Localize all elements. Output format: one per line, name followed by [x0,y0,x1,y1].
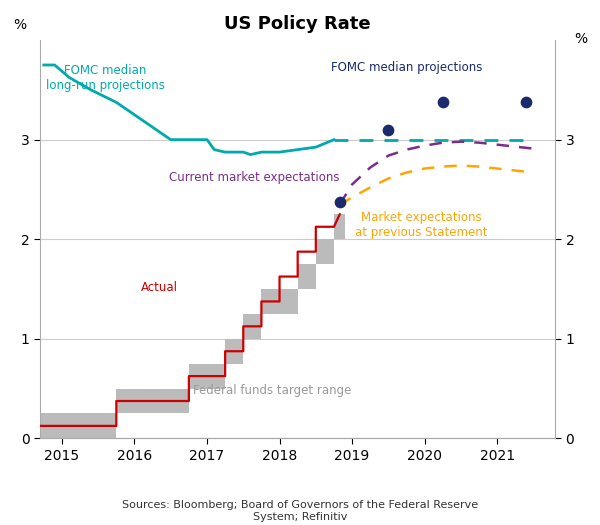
Text: Actual: Actual [142,280,178,293]
Text: Current market expectations: Current market expectations [169,171,340,184]
Point [521,98,531,107]
Point [383,125,393,134]
Point [438,98,448,107]
Text: Market expectations
at previous Statement: Market expectations at previous Statemen… [355,211,487,239]
Y-axis label: %: % [574,32,587,46]
Text: FOMC median projections: FOMC median projections [331,61,482,75]
Y-axis label: %: % [13,18,26,32]
Text: Federal funds target range: Federal funds target range [193,384,352,397]
Text: FOMC median
long-run projections: FOMC median long-run projections [46,64,165,92]
Text: Sources: Bloomberg; Board of Governors of the Federal Reserve
System; Refinitiv: Sources: Bloomberg; Board of Governors o… [122,500,478,522]
Title: US Policy Rate: US Policy Rate [224,15,371,33]
Point [335,198,344,206]
